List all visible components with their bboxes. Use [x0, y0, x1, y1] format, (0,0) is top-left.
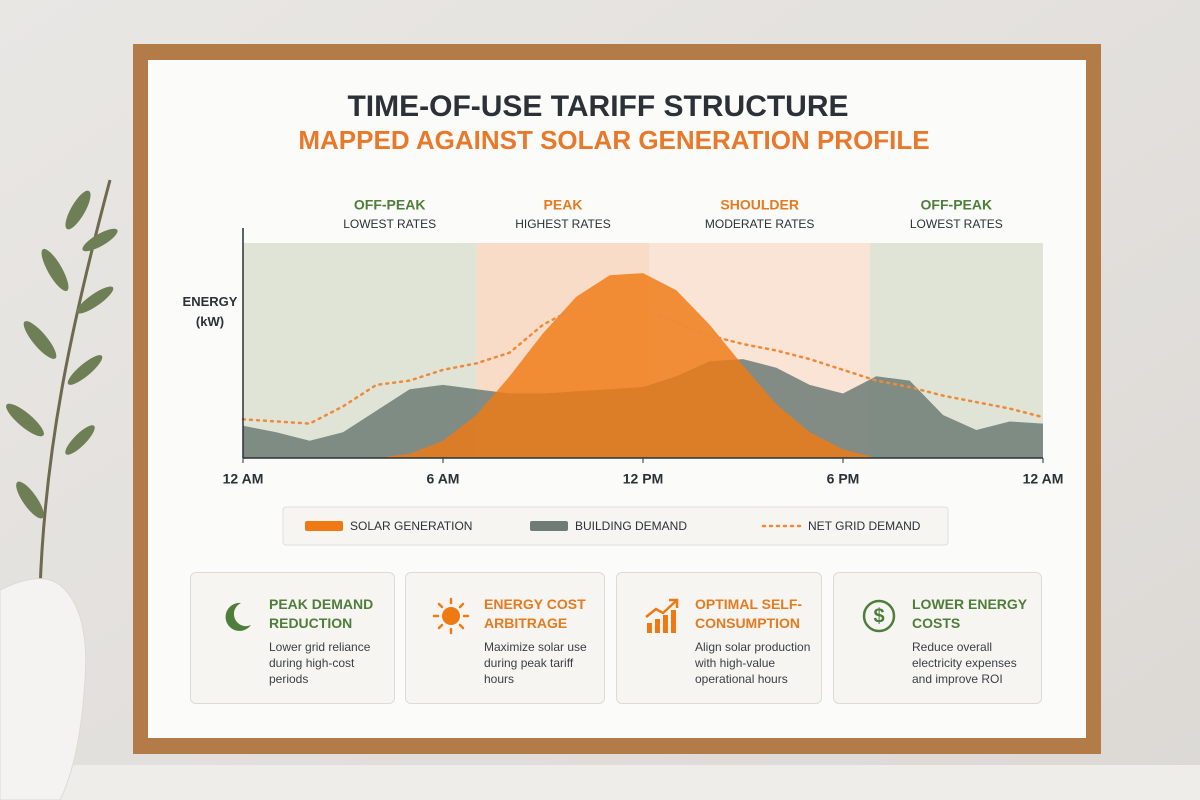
zone-label: SHOULDER	[720, 197, 799, 213]
legend-swatch	[305, 521, 343, 531]
zone-label: OFF-PEAK	[354, 197, 426, 213]
x-tick-label: 12 PM	[623, 471, 663, 487]
legend-swatch	[530, 521, 568, 531]
x-tick-label: 6 AM	[427, 471, 460, 487]
area	[243, 273, 1043, 458]
card: PEAK DEMAND REDUCTION Lower grid reliance…	[190, 572, 395, 704]
card-icon	[645, 598, 679, 633]
zone-sub: HIGHEST RATES	[515, 217, 611, 231]
card-title: ENERGY COST ARBITRAGE	[484, 596, 586, 631]
x-tick-label: 12 AM	[223, 471, 264, 487]
card-title: PEAK DEMAND REDUCTION	[269, 596, 374, 631]
legend-label: SOLAR GENERATION	[350, 519, 472, 533]
legend-box	[282, 506, 949, 546]
net-line	[241, 301, 1045, 425]
zone-sub: MODERATE RATES	[705, 217, 815, 231]
card: ENERGY COST ARBITRAGE Maximize solar use …	[405, 572, 605, 704]
vase	[0, 578, 87, 800]
plant	[6, 179, 118, 591]
card: $ LOWER ENERGY COSTS Reduce overall electr…	[833, 572, 1042, 704]
zone-label: OFF-PEAK	[921, 197, 993, 213]
legend-label: BUILDING DEMAND	[575, 519, 687, 533]
zone-label: PEAK	[544, 197, 583, 213]
plot	[241, 228, 1045, 463]
zone-sub: LOWEST RATES	[910, 217, 1003, 231]
card-icon: $	[862, 599, 896, 633]
card-title: LOWER ENERGY COSTS	[912, 596, 1027, 631]
card-text: Reduce overall electricity expenses and …	[912, 640, 1017, 686]
chart-subtitle: MAPPED AGAINST SOLAR GENERATION PROFILE	[298, 125, 929, 155]
card-title: OPTIMAL SELF-CONSUMPTION	[695, 596, 803, 631]
card-icon	[225, 602, 251, 631]
zone-sub: LOWEST RATES	[343, 217, 436, 231]
card-text: Lower grid reliance during high-cost per…	[269, 640, 371, 686]
x-tick-label: 12 AM	[1023, 471, 1064, 487]
y-axis-label: ENERGY (kW)	[182, 294, 238, 329]
shelf	[0, 765, 1200, 800]
card-text: Maximize solar use during peak tariff ho…	[484, 640, 587, 686]
x-tick-label: 6 PM	[827, 471, 860, 487]
card: OPTIMAL SELF-CONSUMPTION Align solar prod…	[616, 572, 822, 704]
card-text: Align solar production with high-value o…	[695, 640, 811, 686]
card-icon	[432, 597, 470, 635]
svg-text:$: $	[873, 605, 884, 627]
chart-title: TIME-OF-USE TARIFF STRUCTURE	[347, 90, 848, 123]
legend-label: NET GRID DEMAND	[808, 519, 921, 533]
